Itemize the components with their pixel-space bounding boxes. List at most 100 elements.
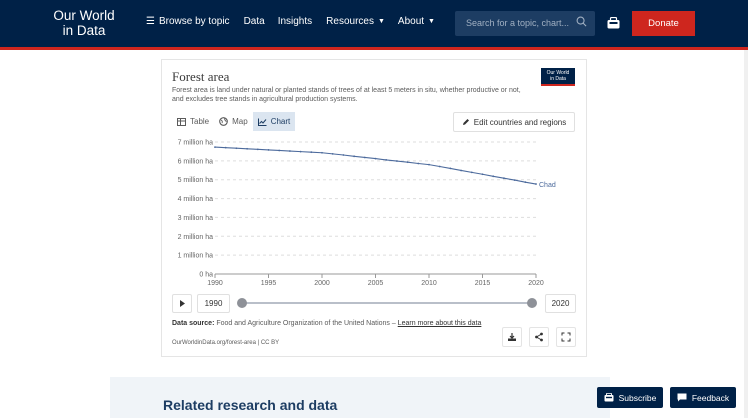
timeline-track[interactable] [242,302,532,304]
x-tick-label: 2000 [314,280,330,287]
newsletter-icon[interactable] [607,17,620,29]
newsletter-icon [604,393,614,402]
data-point[interactable] [363,156,366,159]
about-menu[interactable]: About ▼ [398,16,435,27]
series-line-chad[interactable] [214,146,537,185]
data-point[interactable] [481,173,484,176]
feedback-button[interactable]: Feedback [670,387,736,408]
edit-countries-label: Edit countries and regions [473,117,567,127]
source-text: Food and Agriculture Organization of the… [216,320,396,327]
search-input[interactable]: Search for a topic, chart... [455,11,595,36]
y-tick-label: 4 million ha [178,196,214,203]
x-tick-label: 2020 [528,280,544,287]
data-point[interactable] [396,160,398,162]
timeline-start-year[interactable]: 1990 [197,294,230,313]
chart-title: Forest area [172,69,230,84]
tab-table-label: Table [190,117,210,126]
subscribe-label: Subscribe [618,392,657,403]
owid-logo[interactable]: Our World in Data [50,8,118,38]
subscribe-button[interactable]: Subscribe [597,387,663,408]
badge-line1: Our World [546,70,570,76]
source-label: Data source: [172,320,215,327]
data-point[interactable] [449,167,452,170]
data-point[interactable] [460,169,462,172]
play-icon [180,300,185,307]
download-button[interactable] [502,327,522,347]
x-tick-label: 2015 [475,280,491,287]
timeline-end-handle[interactable] [527,298,537,308]
chevron-down-icon: ▼ [428,18,435,25]
data-link[interactable]: Data [243,16,265,27]
search-icon [576,16,587,27]
chart-subtitle: Forest area is land under natural or pla… [172,87,521,103]
pencil-icon [462,119,469,125]
line-chart: 0 ha 1 million ha 2 million ha 3 million ha… [178,140,556,288]
data-point[interactable] [417,162,420,165]
data-point[interactable] [374,157,377,160]
data-point[interactable] [278,149,281,152]
about-label: About [397,16,425,27]
play-button[interactable] [172,294,192,313]
y-tick-label: 1 million ha [178,253,214,260]
related-section [110,377,610,418]
data-point[interactable] [503,177,505,180]
data-point[interactable] [342,154,345,156]
data-point[interactable] [256,148,259,151]
chart-card [161,59,587,357]
view-tabs: Table Map Chart [172,112,296,131]
x-tick-label: 2010 [421,280,437,287]
data-point[interactable] [353,155,355,158]
badge-line2: in Data [550,76,566,82]
resources-label: Resources [326,16,374,27]
data-point[interactable] [524,181,527,184]
tab-table[interactable]: Table [172,112,214,131]
data-point[interactable] [535,183,537,185]
data-point[interactable] [224,146,227,149]
data-point[interactable] [310,151,313,154]
insights-link[interactable]: Insights [277,16,313,27]
share-icon [535,332,543,342]
data-point[interactable] [246,147,248,150]
data-point[interactable] [438,165,441,168]
timeline-end-year[interactable]: 2020 [545,294,576,313]
data-point[interactable] [331,152,334,155]
resources-menu[interactable]: Resources ▼ [326,16,385,27]
search-placeholder: Search for a topic, chart... [466,18,570,28]
donate-button[interactable]: Donate [632,11,695,36]
data-point[interactable] [492,175,495,178]
x-tick-label: 1995 [261,280,277,287]
logo-line1: Our World [53,8,115,23]
timeline-start-handle[interactable] [237,298,247,308]
x-tick-label: 2005 [368,280,384,287]
globe-icon [219,117,228,126]
tab-map[interactable]: Map [214,112,253,131]
y-tick-label: 5 million ha [178,177,214,184]
data-point[interactable] [235,147,238,150]
chevron-down-icon: ▼ [377,18,385,25]
share-button[interactable] [529,327,549,347]
data-point[interactable] [470,171,473,174]
data-source: Data source: Food and Agriculture Organi… [172,320,492,329]
data-point[interactable] [513,179,516,181]
data-point[interactable] [214,146,216,148]
data-point[interactable] [321,151,323,154]
owid-badge-logo: Our World in Data [541,68,575,86]
data-point[interactable] [267,149,270,151]
learn-more-link[interactable]: Learn more about this data [397,320,482,327]
data-point[interactable] [406,161,409,164]
scrollbar[interactable] [744,50,748,418]
browse-by-topic-link[interactable]: ☰ Browse by topic [146,16,230,27]
fullscreen-button[interactable] [556,327,576,347]
feedback-label: Feedback [691,392,730,403]
nav-accent-bar [0,47,748,50]
related-title: Related research and data [163,397,338,413]
menu-icon: ☰ [146,16,155,27]
data-point[interactable] [289,150,291,152]
download-icon [508,333,516,341]
data-point[interactable] [428,163,430,166]
data-point[interactable] [299,150,302,153]
logo-line2: in Data [62,23,106,38]
tab-chart[interactable]: Chart [252,112,296,131]
data-point[interactable] [385,159,388,161]
edit-countries-button[interactable]: Edit countries and regions [453,112,575,132]
